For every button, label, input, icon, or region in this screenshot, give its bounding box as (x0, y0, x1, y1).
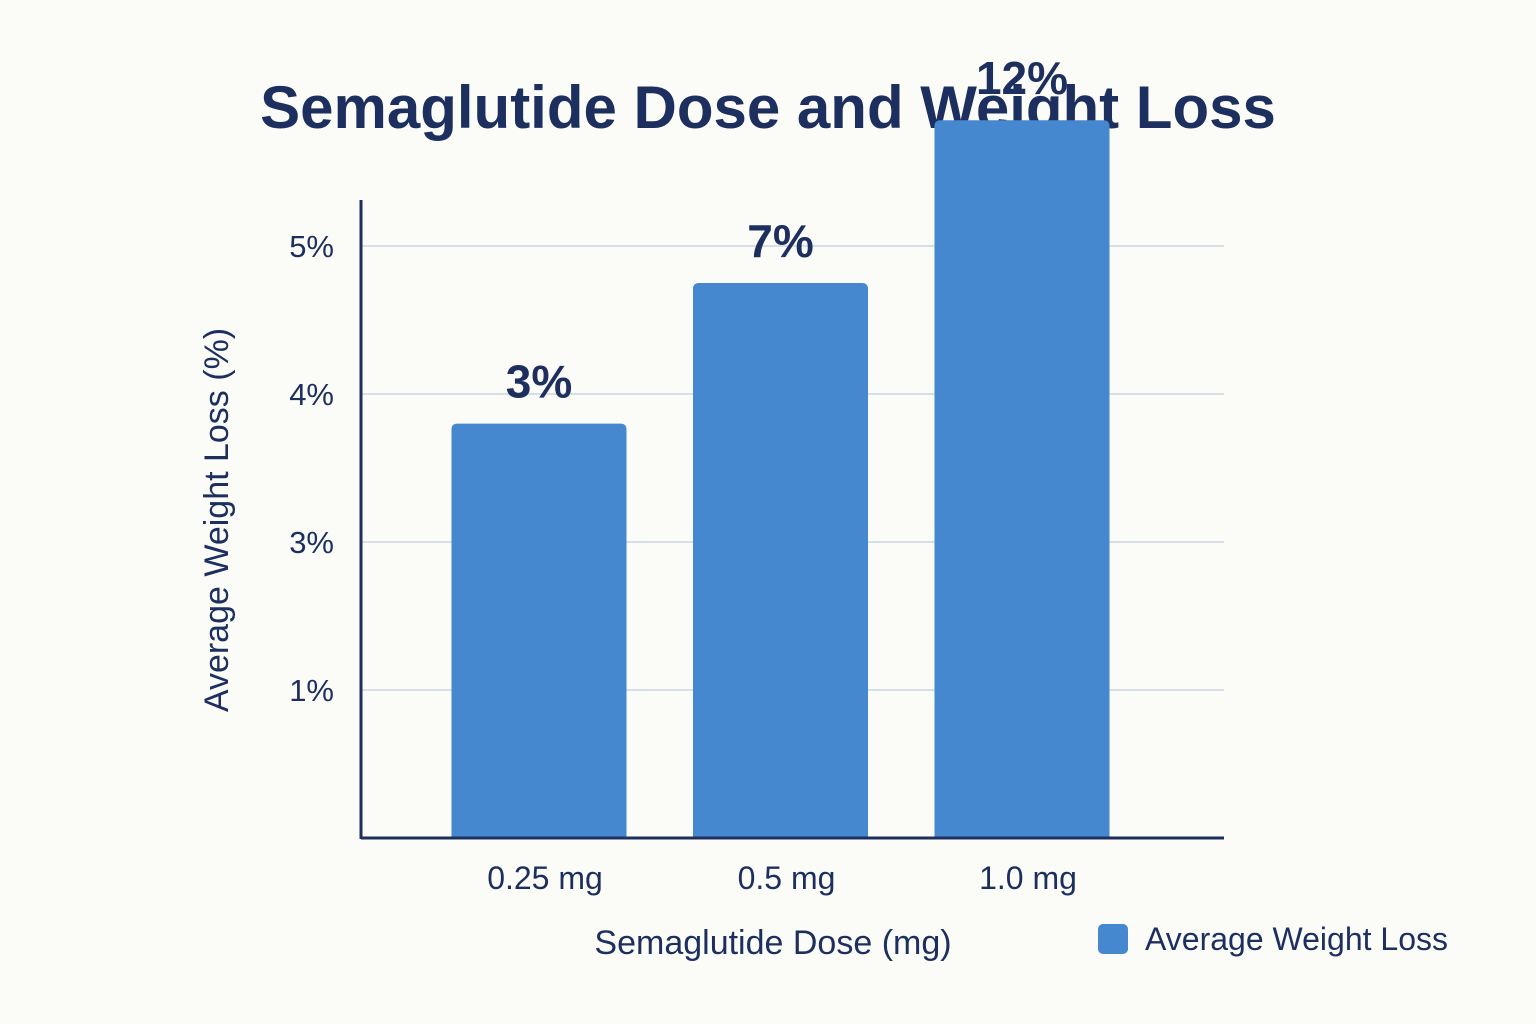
bar-value-label: 3% (506, 356, 572, 408)
x-axis-label: Semaglutide Dose (mg) (594, 924, 951, 962)
x-tick-labels: 0.25 mg 0.5 mg 1.0 mg (487, 860, 1077, 896)
y-tick-labels: 1% 3% 4% 5% (289, 229, 334, 708)
legend-swatch (1098, 924, 1128, 954)
y-tick-label: 5% (289, 229, 334, 264)
bar (451, 423, 627, 838)
y-tick-label: 3% (289, 525, 334, 560)
data-labels: 3% 7% 12% (506, 52, 1068, 407)
x-tick-label: 0.25 mg (487, 860, 603, 896)
bar-value-label: 12% (976, 52, 1068, 104)
x-tick-label: 0.5 mg (738, 860, 836, 896)
bar-value-label: 7% (747, 215, 813, 267)
legend-label: Average Weight Loss (1145, 921, 1448, 957)
y-tick-label: 1% (289, 673, 334, 708)
legend: Average Weight Loss (1098, 921, 1448, 957)
bar (693, 283, 868, 838)
bars (451, 120, 1110, 838)
bar (934, 120, 1110, 838)
y-tick-label: 4% (289, 377, 334, 412)
y-axis-label: Average Weight Loss (%) (198, 328, 236, 712)
x-tick-label: 1.0 mg (979, 860, 1077, 896)
chart-title: Semaglutide Dose and Weight Loss (260, 74, 1276, 141)
